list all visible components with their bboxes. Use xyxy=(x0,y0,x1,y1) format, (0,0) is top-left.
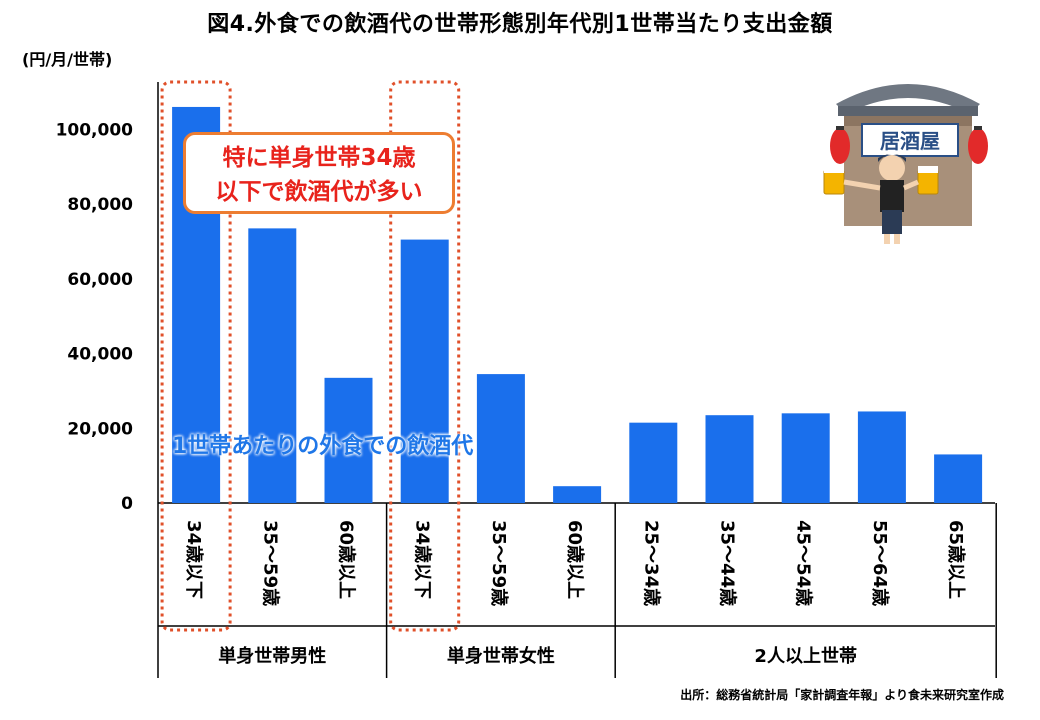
group-label: 2人以上世帯 xyxy=(754,645,857,667)
x-tick-label: 60歳以上 xyxy=(336,520,357,599)
bar xyxy=(705,415,754,503)
bar xyxy=(781,413,830,503)
x-tick-label: 34歳以下 xyxy=(412,520,433,599)
y-tick-label: 40,000 xyxy=(67,345,133,365)
x-tick-label: 55～64歳 xyxy=(869,520,890,606)
y-tick-label: 60,000 xyxy=(67,270,133,290)
x-tick-label: 35～59歳 xyxy=(488,520,509,606)
callout-line-1: 特に単身世帯34歳 xyxy=(222,145,416,171)
x-tick-label: 35～59歳 xyxy=(259,520,280,606)
x-tick-label: 60歳以上 xyxy=(564,520,585,599)
bar xyxy=(857,411,906,503)
source-note: 出所：総務省統計局「家計調査年報」より食未来研究室作成 xyxy=(680,688,1004,702)
x-tick-label: 65歳以上 xyxy=(945,520,966,599)
highlight-box xyxy=(389,80,461,632)
series-annotation: 1世帯あたりの外食での飲酒代 xyxy=(172,434,474,459)
y-tick-label: 20,000 xyxy=(67,419,133,439)
callout-box: 特に単身世帯34歳 以下で飲酒代が多い xyxy=(183,132,455,214)
x-tick-label: 25～34歳 xyxy=(640,520,661,606)
y-tick-label: 100,000 xyxy=(56,120,134,140)
bar xyxy=(324,377,373,503)
bar xyxy=(400,239,449,503)
x-tick-label: 45～54歳 xyxy=(793,520,814,606)
callout-line-2: 以下で飲酒代が多い xyxy=(215,179,423,205)
group-label: 単身世帯女性 xyxy=(447,645,555,667)
x-tick-label: 35～44歳 xyxy=(717,520,738,606)
highlight-box xyxy=(160,80,232,632)
bar xyxy=(476,374,525,503)
sign-text: 居酒屋 xyxy=(880,129,940,153)
group-label: 単身世帯男性 xyxy=(218,645,326,667)
bar xyxy=(629,422,678,503)
y-tick-label: 0 xyxy=(121,494,133,514)
izakaya-server-icon: 居酒屋 xyxy=(823,84,988,244)
y-tick-label: 80,000 xyxy=(67,195,133,215)
y-axis-unit: (円/月/世帯) xyxy=(22,50,113,69)
bar xyxy=(934,454,983,503)
x-tick-label: 34歳以下 xyxy=(183,520,204,599)
bar xyxy=(553,486,602,503)
chart-title: 図4.外食での飲酒代の世帯形態別年代別1世帯当たり支出金額 xyxy=(207,12,833,37)
bar xyxy=(248,228,297,504)
